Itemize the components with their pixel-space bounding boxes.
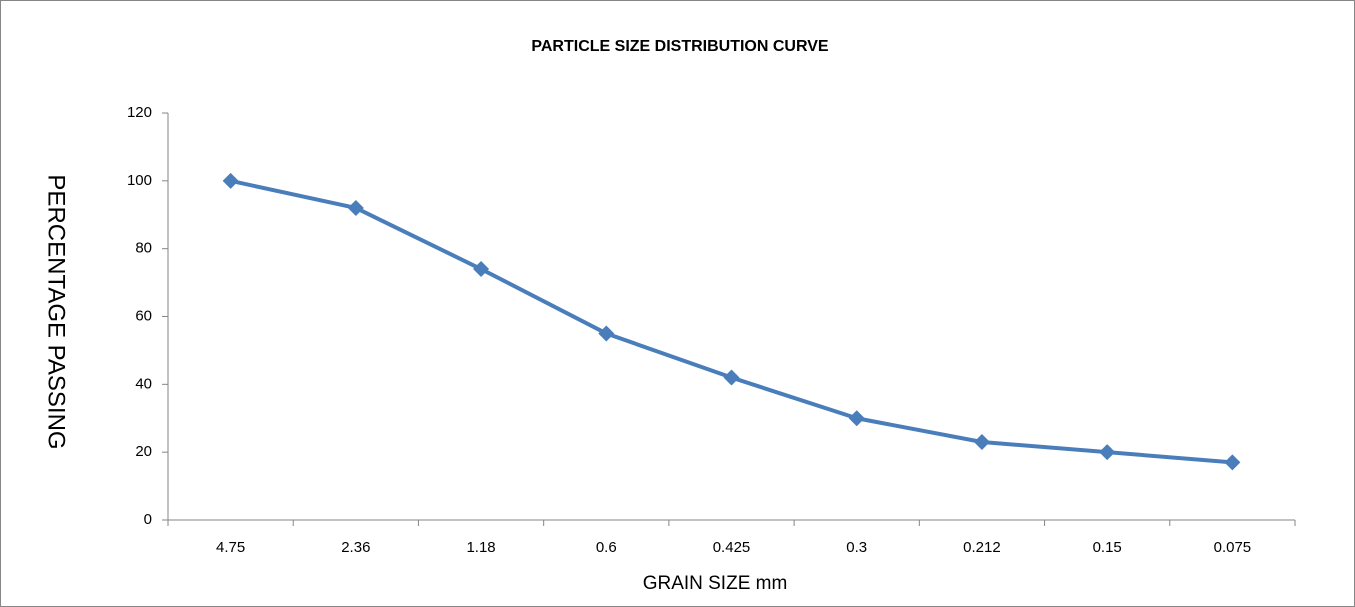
data-point — [222, 172, 239, 189]
data-point — [473, 261, 490, 278]
x-tick-label: 0.425 — [713, 539, 751, 556]
x-tick-label: 2.36 — [341, 539, 370, 556]
x-tick-label: 0.212 — [963, 539, 1001, 556]
x-tick-label: 0.3 — [846, 539, 867, 556]
chart-title: PARTICLE SIZE DISTRIBUTION CURVE — [531, 38, 829, 55]
y-tick-label: 80 — [135, 240, 152, 257]
y-tick-label: 0 — [144, 511, 152, 528]
y-axis-label: PERCENTAGE PASSING — [43, 174, 70, 449]
data-point — [848, 410, 865, 427]
y-tick-label: 60 — [135, 307, 152, 324]
x-axis-label: GRAIN SIZE mm — [643, 573, 788, 594]
y-tick-label: 120 — [127, 104, 152, 121]
data-point — [1099, 444, 1116, 461]
x-tick-label: 0.6 — [596, 539, 617, 556]
data-point — [347, 199, 364, 216]
y-tick-label: 100 — [127, 172, 152, 189]
y-tick-label: 20 — [135, 443, 152, 460]
data-point — [973, 433, 990, 450]
x-tick-label: 4.75 — [216, 539, 245, 556]
data-point — [598, 325, 615, 342]
data-point — [723, 369, 740, 386]
x-tick-label: 1.18 — [466, 539, 495, 556]
data-point — [1224, 454, 1241, 471]
y-tick-label: 40 — [135, 375, 152, 392]
x-tick-label: 0.15 — [1093, 539, 1122, 556]
x-tick-label: 0.075 — [1214, 539, 1252, 556]
